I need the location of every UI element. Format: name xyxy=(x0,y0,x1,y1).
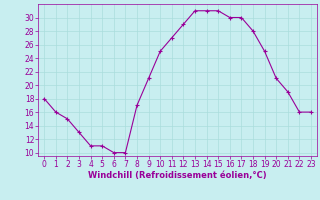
X-axis label: Windchill (Refroidissement éolien,°C): Windchill (Refroidissement éolien,°C) xyxy=(88,171,267,180)
